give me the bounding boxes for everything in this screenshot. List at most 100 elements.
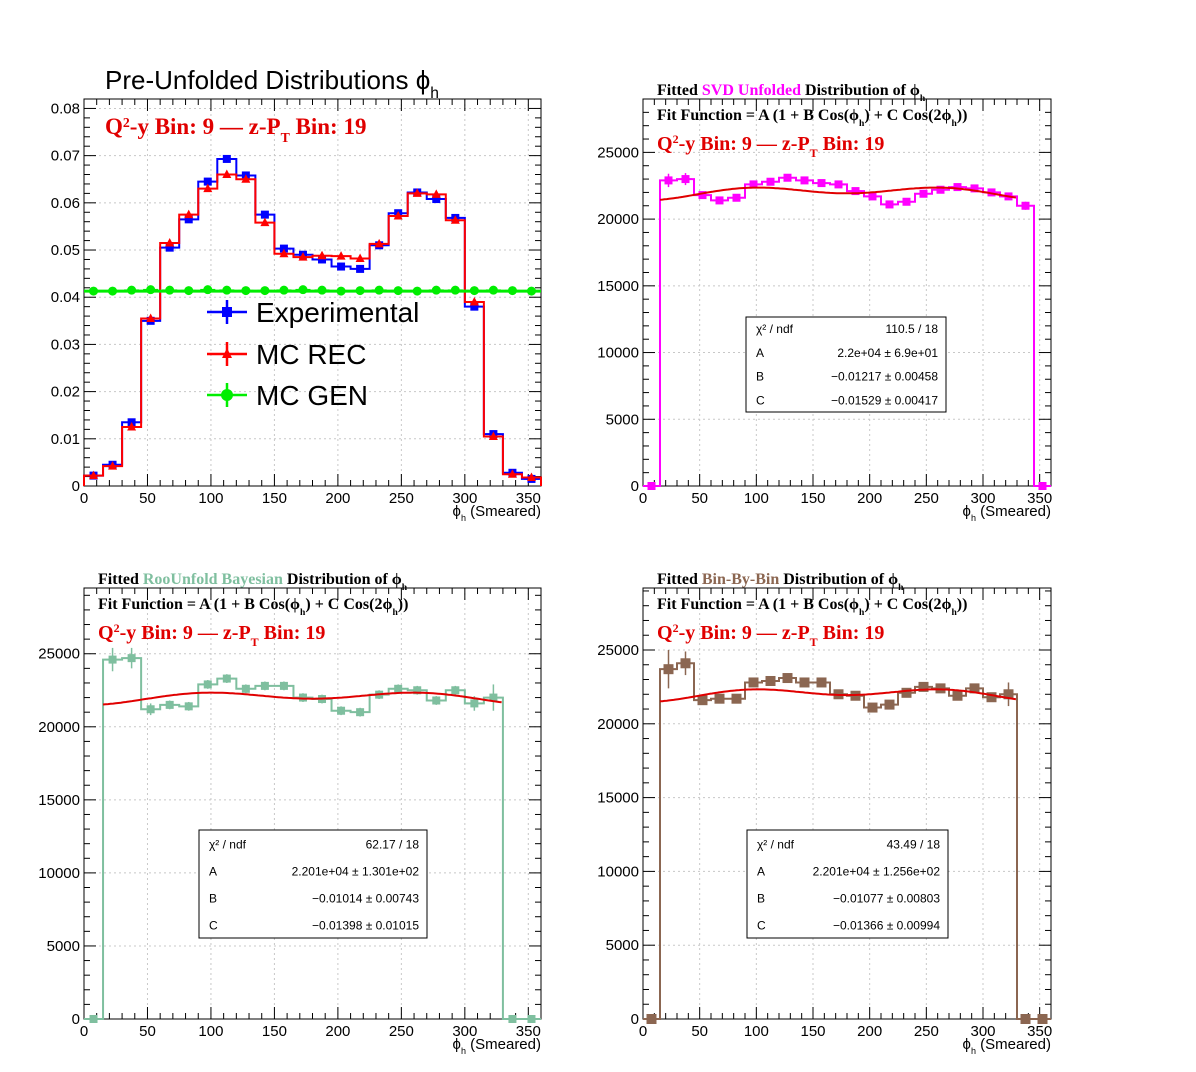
data-point (374, 238, 384, 248)
panel-title-part: Fitted (98, 571, 143, 588)
x-tick-label: 350 (1027, 490, 1052, 507)
bin-label-part: Bin: 19 (290, 114, 367, 139)
x-axis-label-part: (Smeared) (466, 1036, 541, 1053)
y-tick-label: 5000 (606, 411, 639, 428)
data-point (488, 431, 498, 440)
data-point (89, 286, 99, 296)
x-tick-label: 350 (516, 1023, 541, 1040)
x-tick-label: 0 (80, 490, 88, 507)
data-point (902, 197, 911, 206)
stats-label: χ² / ndf (756, 322, 794, 336)
bin-label-part: Q (105, 114, 123, 139)
data-point (356, 264, 365, 273)
data-point (432, 195, 441, 204)
stats-label: B (757, 891, 765, 905)
panel-title-part: Bin-By-Bin (702, 571, 779, 588)
stats-value: 2.2e+04 ± 6.9e+01 (837, 346, 938, 360)
data-point (260, 210, 269, 219)
data-point (336, 251, 346, 260)
fit-function-label-part: )) (398, 596, 409, 613)
data-point (393, 286, 403, 296)
stats-label: C (757, 918, 766, 932)
x-axis-label-part: h (461, 513, 466, 523)
stats-box-frame (746, 829, 949, 939)
stats-label: χ² / ndf (757, 837, 795, 851)
data-point (432, 696, 441, 705)
data-point (732, 193, 741, 202)
x-axis-label-part: (Smeared) (976, 503, 1051, 520)
bin-label-part: Q (657, 622, 673, 644)
data-point (298, 285, 308, 295)
y-tick-label: 10000 (597, 345, 639, 362)
data-point (507, 286, 517, 296)
data-point (1021, 201, 1030, 210)
stats-value: −0.01529 ± 0.00417 (831, 393, 938, 407)
data-point (647, 482, 656, 490)
data-point (646, 1014, 657, 1024)
fit-function-label-part: ) + C Cos(2ϕ (864, 107, 951, 124)
bin-label: Q2-y Bin: 9 — z-PT Bin: 19 (657, 621, 884, 649)
data-point (901, 687, 912, 698)
x-axis-label-part: h (461, 1046, 466, 1056)
stats-value: −0.01014 ± 0.00743 (312, 891, 419, 905)
stats-label: A (756, 346, 764, 360)
data-point (697, 695, 708, 706)
data-point (867, 702, 878, 713)
data-point (817, 179, 826, 188)
data-point (488, 285, 498, 295)
data-point (203, 183, 213, 193)
data-point (260, 217, 270, 227)
panel-title-part: Distribution of ϕ (779, 571, 898, 588)
fit-function-label-part: )) (957, 107, 968, 124)
data-point (89, 1015, 98, 1023)
panel-4: 0 50 100 150 200 250 300 350 0 5000 10000 15000 2000… (597, 571, 1052, 1056)
data-point (450, 285, 460, 295)
bin-label-part: 2 (114, 621, 120, 635)
data-point (393, 211, 403, 220)
x-tick-label: 200 (325, 1023, 350, 1040)
x-axis-label-part: h (971, 513, 976, 523)
panel-title-part: SVD Unfolded (702, 82, 801, 99)
y-tick-label: 0 (72, 1011, 80, 1028)
stats-value: 2.201e+04 ± 1.301e+02 (292, 864, 420, 878)
data-point (413, 686, 422, 695)
data-point (816, 677, 827, 688)
legend-marker (222, 348, 232, 358)
data-point (241, 684, 250, 693)
fit-function-label-part: h (951, 607, 957, 618)
x-tick-label: 200 (857, 1023, 882, 1040)
y-tick-label: 10000 (597, 863, 639, 880)
legend-marker (222, 307, 232, 317)
fit-stats-box: χ² / ndf 110.5 / 18 A 2.2e+04 ± 6.9e+01 B −0.… (745, 316, 947, 413)
data-point (970, 184, 979, 193)
bin-label: Q2-y Bin: 9 — z-PT Bin: 19 (98, 621, 325, 649)
x-axis-label-part: ϕ (453, 503, 461, 520)
data-point (868, 192, 877, 201)
fit-curve (659, 688, 1017, 703)
stats-value: −0.01077 ± 0.00803 (833, 891, 940, 905)
fit-function-label-part: h (859, 607, 865, 618)
data-point (222, 285, 232, 295)
data-point (431, 189, 441, 198)
data-point (986, 692, 997, 703)
y-tick-label: 5000 (606, 937, 639, 954)
fit-curve (102, 691, 502, 706)
y-tick-label: 0.05 (51, 242, 80, 259)
x-axis-label-part: (Smeared) (466, 503, 541, 520)
x-tick-label: 300 (452, 1023, 477, 1040)
fit-function-label-part: h (951, 118, 957, 129)
data-point (664, 176, 673, 185)
bin-label-part: -y Bin: 9 — z-P (130, 114, 281, 139)
panel-title-part: Distribution of ϕ (801, 82, 920, 99)
data-point (799, 677, 810, 688)
x-tick-label: 150 (800, 490, 825, 507)
chart-title-part: h (430, 85, 439, 102)
y-tick-label: 20000 (597, 716, 639, 733)
data-point (450, 215, 460, 224)
y-tick-label: 0.07 (51, 148, 80, 165)
data-point (355, 286, 365, 296)
data-point (165, 700, 174, 709)
data-point (89, 470, 99, 480)
data-point (184, 702, 193, 711)
fit-function-label: Fit Function = A (1 + B Cos(ϕh) + C Cos(… (657, 596, 967, 618)
